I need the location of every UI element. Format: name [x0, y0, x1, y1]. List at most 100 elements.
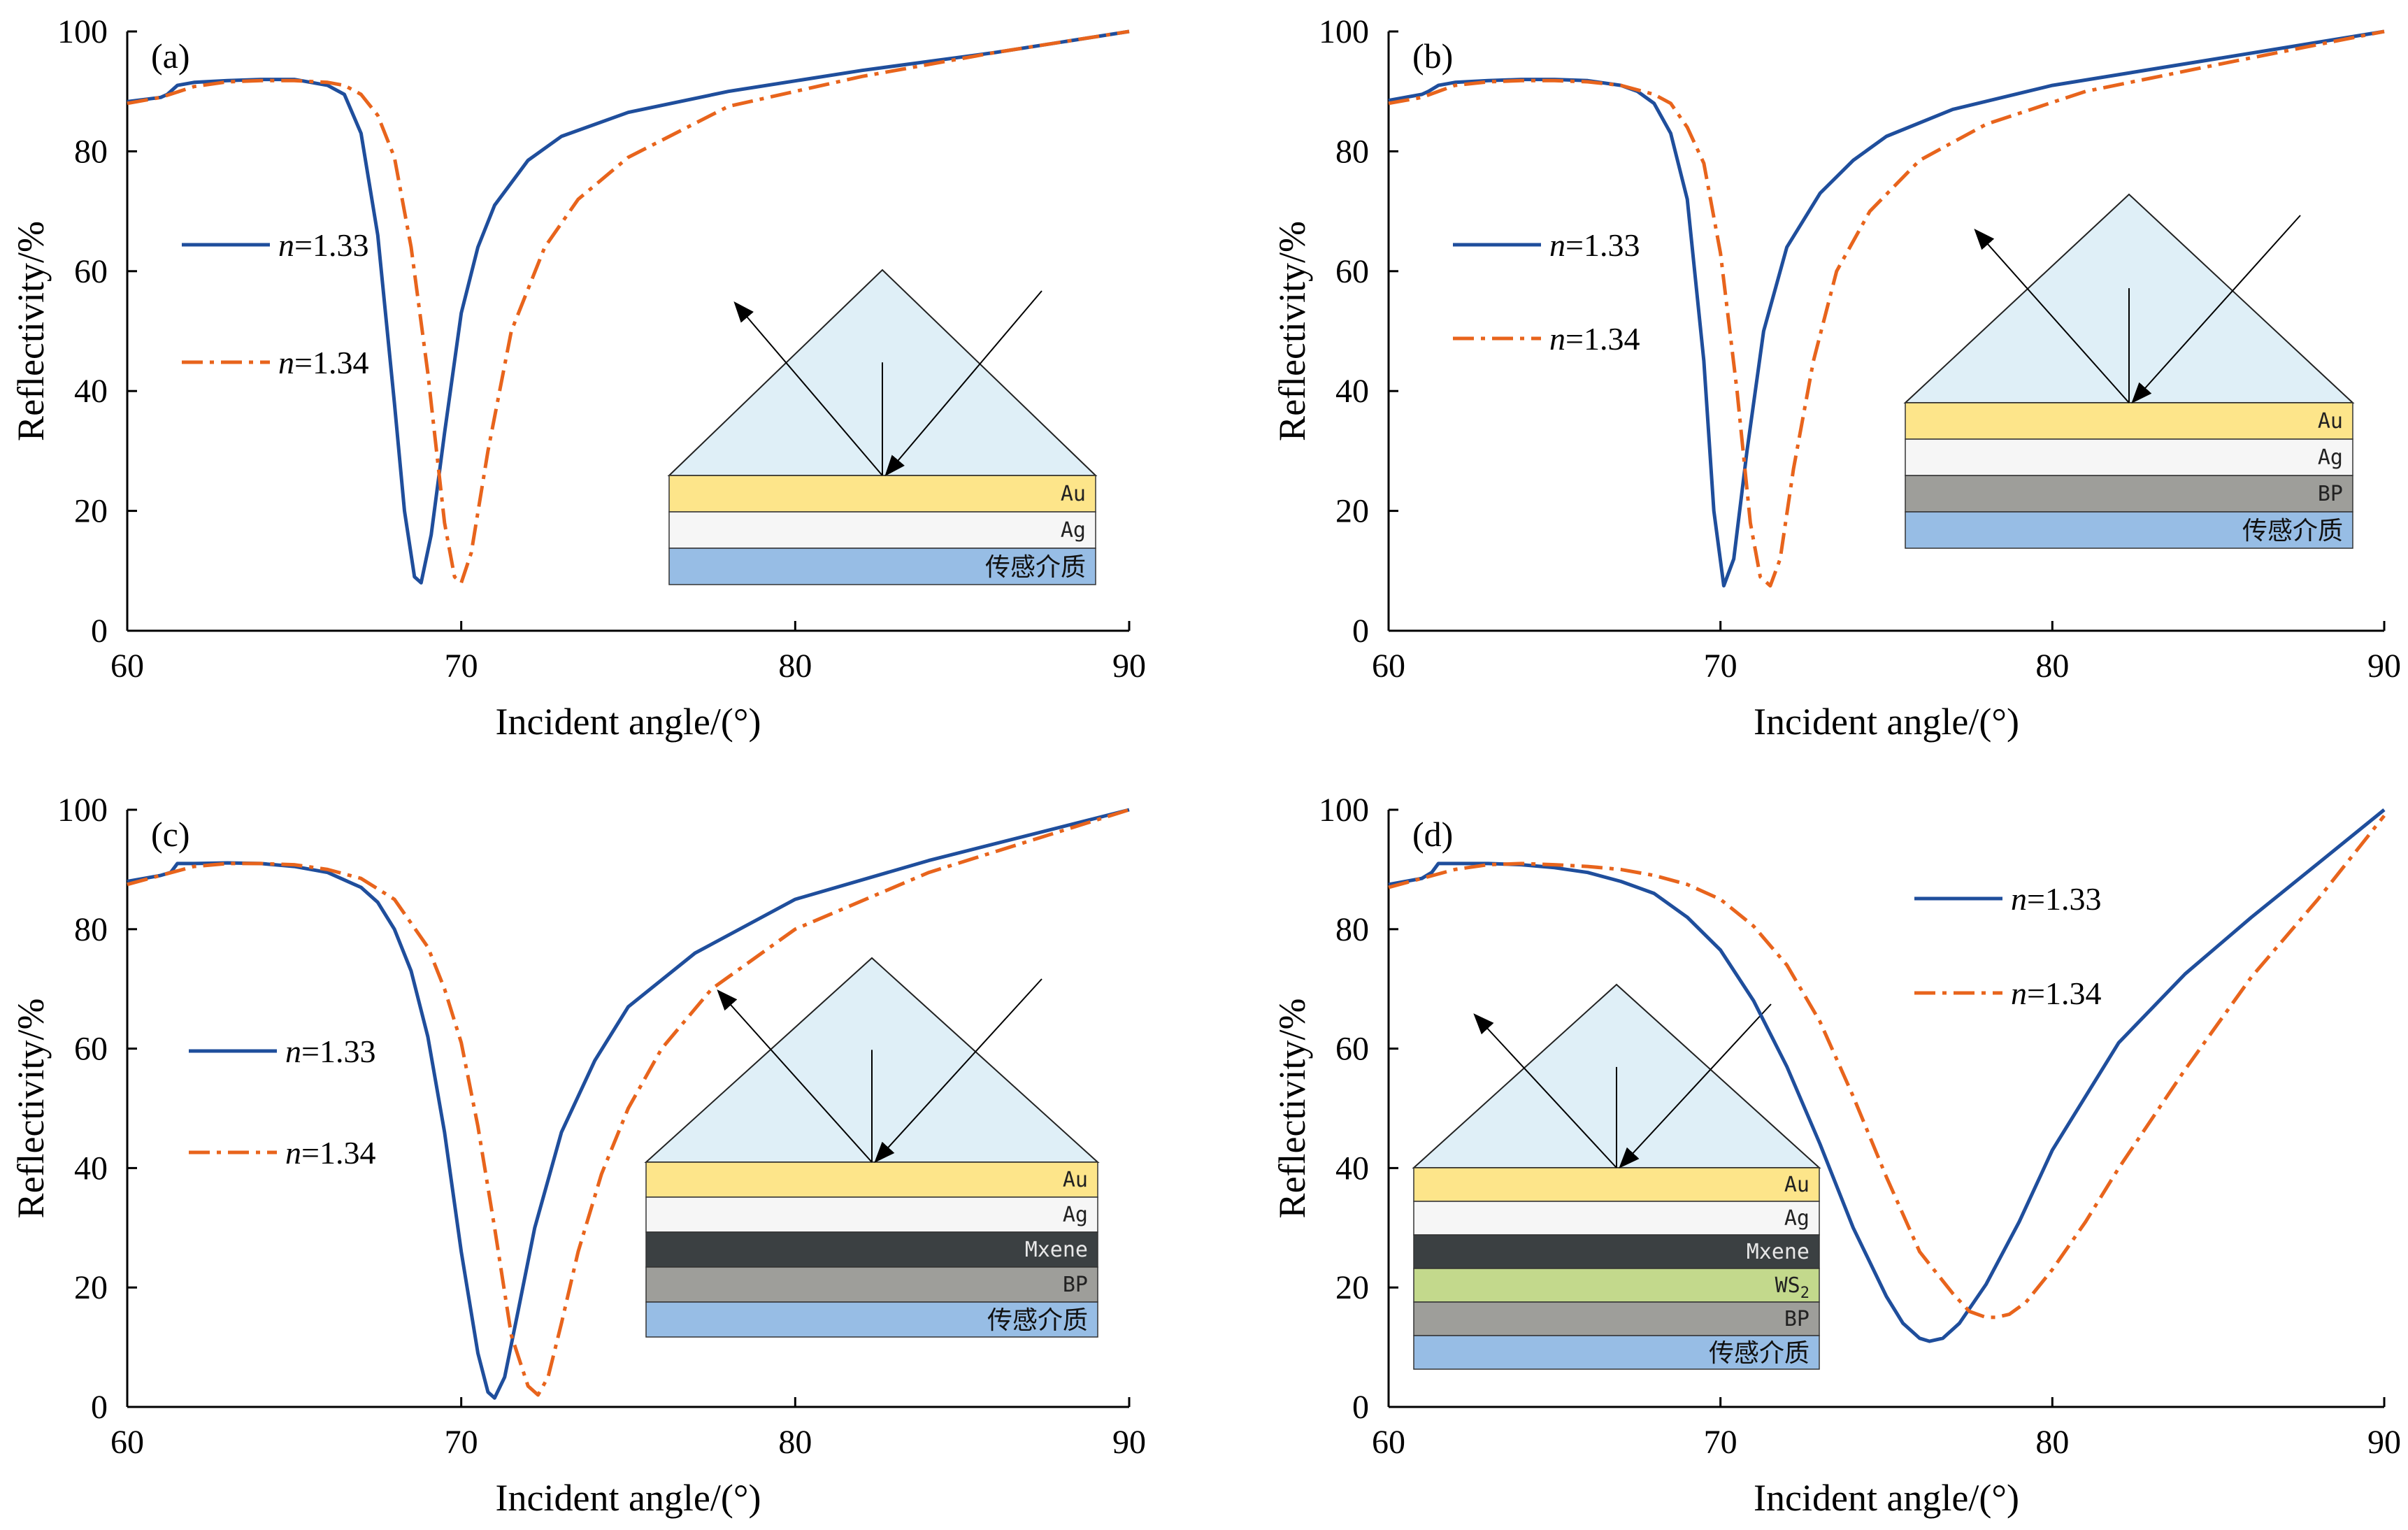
- layer-ag: [645, 1196, 1098, 1233]
- y-tick-label: 60: [74, 253, 108, 290]
- panel-label: (d): [1412, 815, 1453, 854]
- layer-label: 传感介质: [2242, 517, 2343, 545]
- layer-medium: [1413, 1335, 1820, 1370]
- y-tick-label: 0: [1352, 1389, 1369, 1426]
- layer-label: 传感介质: [987, 1306, 1088, 1335]
- y-tick-label: 60: [74, 1031, 108, 1068]
- layer-label: Au: [1061, 482, 1086, 506]
- structure-inset: Au Ag BP 传感介质: [1903, 193, 2355, 549]
- layer-label: 传感介质: [985, 553, 1086, 582]
- y-tick-label: 0: [91, 1389, 108, 1426]
- legend-label: n=1.34: [278, 345, 368, 380]
- panel-b: 0 20 40 60 80 100 60 70 80 90 Incident angle/(°) Re…: [1271, 13, 2401, 743]
- x-tick-label: 70: [1704, 648, 1737, 685]
- incident-ray: [884, 290, 1042, 477]
- legend-label: n=1.34: [285, 1135, 375, 1171]
- y-tick-label: 80: [74, 911, 108, 948]
- structure-inset: Au Ag 传感介质: [667, 269, 1098, 585]
- y-tick-label: 0: [1352, 613, 1369, 650]
- series-line-n=1.34: [1388, 29, 2385, 588]
- y-tick-label: 60: [1335, 1031, 1369, 1068]
- layer-ag: [1413, 1201, 1820, 1236]
- layer-mxene: [645, 1231, 1098, 1268]
- panel-a: 0 20 40 60 80 100 60 70 80 90 Incident angle/(°) Re…: [10, 13, 1146, 743]
- legend-label: n=1.33: [2011, 881, 2101, 917]
- legend-label: n=1.33: [285, 1034, 375, 1069]
- panel-d: 0 20 40 60 80 100 60 70 80 90 Incident angle/(°) Re…: [1271, 792, 2401, 1519]
- y-tick-label: 80: [74, 133, 108, 170]
- reflected-ray: [733, 301, 883, 476]
- x-tick-label: 80: [778, 1424, 812, 1461]
- x-tick-label: 80: [2035, 648, 2069, 685]
- x-axis-title: Incident angle/(°): [496, 1477, 761, 1519]
- x-axis-title: Incident angle/(°): [496, 701, 761, 743]
- y-tick-label: 40: [1335, 373, 1369, 410]
- layer-label: Ag: [1061, 518, 1086, 543]
- y-tick-label: 40: [1335, 1150, 1369, 1187]
- legend-label: n=1.34: [1549, 321, 1640, 357]
- layer-medium: [645, 1301, 1098, 1338]
- layer-label: Ag: [2318, 445, 2343, 470]
- y-axis-title: Reflectivity/%: [10, 999, 52, 1219]
- y-axis-title: Reflectivity/%: [10, 221, 52, 441]
- x-tick-label: 60: [1372, 1424, 1405, 1461]
- x-tick-label: 70: [445, 648, 478, 685]
- x-tick-label: 90: [1112, 1424, 1146, 1461]
- reflected-ray: [717, 989, 873, 1163]
- y-tick-label: 100: [1319, 792, 1369, 829]
- layer-ag: [668, 511, 1096, 549]
- x-tick-label: 60: [110, 1424, 144, 1461]
- y-tick-label: 40: [74, 1150, 108, 1187]
- layer-bp: [645, 1266, 1098, 1303]
- y-tick-label: 40: [74, 373, 108, 410]
- layer-medium: [1905, 511, 2353, 549]
- layer-au: [668, 475, 1096, 513]
- series-line-n=1.34: [127, 808, 1130, 1397]
- panel-c: 0 20 40 60 80 100 60 70 80 90 Incident angle/(°) Re…: [10, 792, 1146, 1519]
- legend-label: n=1.33: [278, 227, 368, 263]
- layer-label: 传感介质: [1709, 1339, 1809, 1368]
- legend-label: n=1.33: [1549, 227, 1640, 263]
- incident-ray: [1619, 1003, 1772, 1168]
- layer-label: BP: [1063, 1273, 1088, 1297]
- layer-label: Mxene: [1025, 1238, 1088, 1262]
- x-tick-label: 90: [2367, 1424, 2401, 1461]
- panel-label: (a): [151, 36, 190, 76]
- layer-label: BP: [2318, 482, 2343, 506]
- reflected-ray: [1974, 229, 2130, 403]
- layer-au: [1413, 1167, 1820, 1202]
- x-axis-title: Incident angle/(°): [1754, 701, 2019, 743]
- series-line-n=1.33: [1388, 808, 2386, 1343]
- x-tick-label: 80: [2035, 1424, 2069, 1461]
- layer-au: [1905, 402, 2353, 440]
- y-tick-label: 80: [1335, 911, 1369, 948]
- y-tick-label: 20: [74, 1269, 108, 1306]
- y-tick-label: 60: [1335, 253, 1369, 290]
- x-tick-label: 90: [2367, 648, 2401, 685]
- series-line-n=1.33: [1388, 29, 2385, 588]
- y-tick-label: 20: [74, 493, 108, 530]
- layer-bp: [1413, 1301, 1820, 1336]
- layer-ws2: [1413, 1268, 1820, 1303]
- legend-label: n=1.34: [2011, 975, 2101, 1011]
- panel-label: (c): [151, 815, 190, 854]
- x-tick-label: 90: [1112, 648, 1146, 685]
- structure-inset: Au Ag Mxene BP 传感介质: [644, 957, 1100, 1338]
- x-tick-label: 60: [110, 648, 144, 685]
- x-axis-title: Incident angle/(°): [1754, 1477, 2019, 1519]
- layer-label: BP: [1784, 1307, 1809, 1331]
- x-tick-label: 70: [1704, 1424, 1737, 1461]
- y-tick-label: 100: [57, 13, 108, 50]
- panel-label: (b): [1412, 36, 1453, 76]
- x-tick-label: 70: [445, 1424, 478, 1461]
- incident-ray: [874, 978, 1042, 1163]
- layer-label: Au: [1784, 1173, 1809, 1197]
- series-line-n=1.33: [127, 29, 1130, 585]
- layer-ag: [1905, 438, 2353, 476]
- x-tick-label: 80: [778, 648, 812, 685]
- y-tick-label: 20: [1335, 493, 1369, 530]
- y-tick-label: 100: [1319, 13, 1369, 50]
- y-tick-label: 80: [1335, 133, 1369, 170]
- series-line-n=1.34: [127, 29, 1130, 585]
